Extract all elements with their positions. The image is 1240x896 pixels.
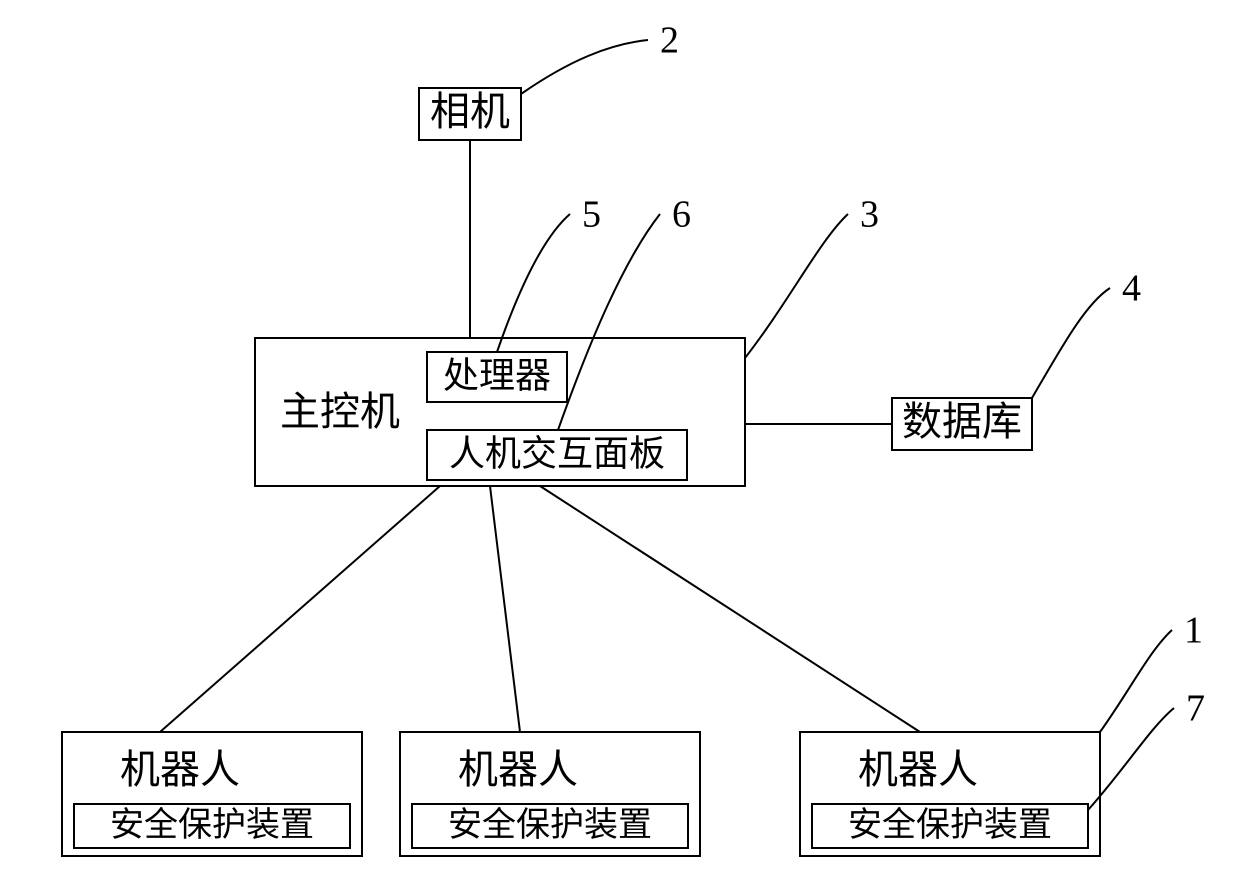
robot1-label: 机器人	[120, 747, 240, 792]
system-diagram: 相机 主控机 处理器 人机交互面板 数据库 机器人 安全保护装置 机器人 安全保…	[0, 0, 1240, 896]
camera-node: 相机	[419, 88, 521, 140]
safety3-label: 安全保护装置	[848, 806, 1052, 844]
database-label: 数据库	[902, 399, 1022, 444]
num-controller: 3	[860, 194, 879, 236]
num-database: 4	[1122, 268, 1141, 310]
robot3-node: 机器人 安全保护装置	[800, 732, 1100, 856]
leader-processor	[497, 214, 570, 352]
robot1-node: 机器人 安全保护装置	[62, 732, 362, 856]
main-controller-node: 主控机 处理器 人机交互面板	[255, 338, 745, 486]
leader-database	[1032, 288, 1110, 398]
processor-label: 处理器	[443, 355, 551, 395]
hmi-panel-label: 人机交互面板	[449, 433, 665, 473]
camera-label: 相机	[430, 89, 510, 134]
leader-camera	[521, 40, 648, 94]
robot3-label: 机器人	[858, 747, 978, 792]
conn-controller-robot3	[540, 486, 920, 732]
robot2-label: 机器人	[458, 747, 578, 792]
main-controller-label: 主控机	[280, 389, 400, 434]
leader-robot	[1100, 630, 1172, 732]
safety1-label: 安全保护装置	[110, 806, 314, 844]
database-node: 数据库	[892, 398, 1032, 450]
num-safety: 7	[1186, 688, 1205, 730]
num-camera: 2	[660, 20, 679, 62]
num-processor: 5	[582, 194, 601, 236]
conn-controller-robot2	[490, 486, 520, 732]
robot2-node: 机器人 安全保护装置	[400, 732, 700, 856]
conn-controller-robot1	[160, 486, 440, 732]
num-hmi: 6	[672, 194, 691, 236]
leader-controller	[745, 214, 848, 358]
num-robot: 1	[1184, 610, 1203, 652]
safety2-label: 安全保护装置	[448, 806, 652, 844]
